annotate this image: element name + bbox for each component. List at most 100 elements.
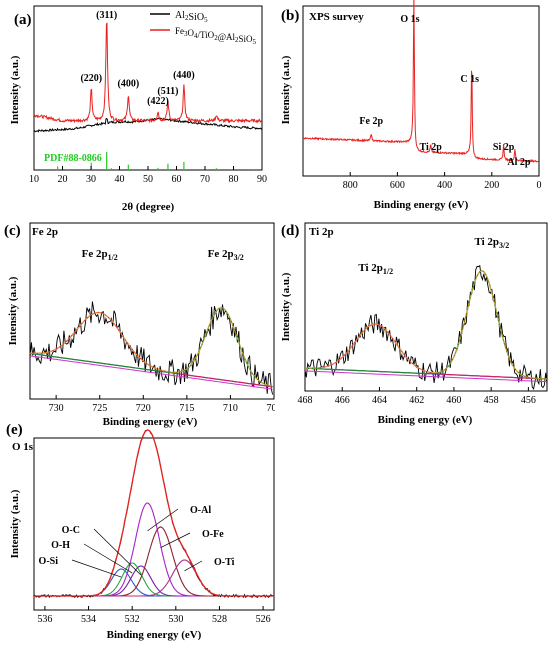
y-axis-label: Intensity (a.u.) [9, 489, 21, 558]
peak-annotation: Fe 2p [359, 116, 383, 127]
component-oal-line [34, 502, 274, 597]
x-tick-label: 715 [179, 403, 194, 414]
plot-frame [302, 5, 540, 177]
plot-frame [33, 5, 263, 171]
reference-label: PDF#88-0866 [44, 153, 102, 164]
x-tick-label: 400 [437, 180, 452, 191]
x-tick-label: 528 [212, 614, 227, 625]
envelope-fit-line [29, 307, 273, 387]
peak-label: (220) [80, 73, 102, 84]
series-line-composite [33, 22, 262, 124]
x-tick-label: 460 [446, 395, 461, 406]
peak-label: (422) [147, 96, 169, 107]
x-tick-label: 20 [58, 174, 68, 185]
panel-fe2p: (c) Fe 2p Fe 2p1/2 Fe 2p3/2 730 725 720 715 71… [0, 215, 282, 430]
fe2p-chart: (c) Fe 2p Fe 2p1/2 Fe 2p3/2 730 725 720 715 71… [4, 222, 282, 428]
x-tick-label: 466 [335, 395, 350, 406]
y-axis-label: Intensity (a.u.) [280, 272, 292, 341]
y-axis-label: Intensity (a.u.) [9, 55, 21, 124]
leader-line [184, 560, 203, 572]
plot-frame [29, 222, 275, 400]
leader-line [160, 532, 191, 549]
panel-label-e: (e) [6, 422, 23, 438]
x-tick-label: 80 [229, 174, 239, 185]
xrd-plot-area: (220) (311) (400) (422)(511) (440) 10 20 30 40 50… [29, 10, 267, 185]
panel-xps-survey: (b) XPS survey O 1s C 1s Fe 2p Ti 2p Si 2p Al… [275, 0, 550, 215]
chart-title: Fe 2p [32, 226, 58, 238]
background-line [304, 370, 548, 383]
panel-label-a: (a) [14, 12, 32, 28]
chart-title: XPS survey [309, 11, 364, 23]
component-label: O-H [51, 540, 70, 551]
ti2p-plot-area: Ti 2p1/2 Ti 2p3/2 468 466 464 462 460 458 456 [298, 236, 548, 406]
component-label: O-Ti [214, 557, 235, 568]
x-tick-label: 464 [372, 395, 387, 406]
panel-o1s: (e) O 1s O-Si O-H O-C O-Al O-Fe O-Ti 536 534 532… [0, 420, 290, 643]
component-peak-line [29, 311, 273, 388]
x-tick-label: 60 [172, 174, 182, 185]
x-tick-label: 530 [168, 614, 183, 625]
xps-survey-plot-area: O 1s C 1s Fe 2p Ti 2p Si 2p Al 2p 800 600 400 200… [302, 0, 542, 191]
x-tick-label: 456 [521, 395, 536, 406]
peak-label: (311) [96, 10, 117, 21]
peak-label: (440) [173, 70, 195, 81]
x-tick-label: 40 [115, 174, 125, 185]
peak-label: (400) [117, 79, 139, 90]
x-axis-label: Binding energy (eV) [103, 416, 198, 428]
envelope-fit-line [34, 429, 274, 597]
component-peak-line [29, 307, 273, 387]
panel-label-d: (d) [281, 223, 299, 239]
x-tick-label: 462 [409, 395, 424, 406]
x-tick-label: 468 [298, 395, 313, 406]
component-oc-line [34, 565, 274, 597]
peak-annotation: Al 2p [507, 157, 530, 168]
component-peak-line [304, 270, 548, 380]
x-tick-label: 10 [29, 174, 39, 185]
x-tick-label: 800 [343, 180, 358, 191]
x-tick-label: 705 [267, 403, 276, 414]
chart-title: O 1s [12, 441, 34, 453]
envelope-fit-line [305, 270, 548, 380]
component-osi-line [34, 568, 274, 597]
x-tick-label: 534 [81, 614, 96, 625]
peak-annotation: C 1s [460, 74, 479, 85]
x-tick-label: 70 [200, 174, 210, 185]
x-axis-label: Binding energy (eV) [374, 199, 469, 211]
x-tick-label: 0 [537, 180, 542, 191]
fe2p-plot-area: Fe 2p1/2 Fe 2p3/2 730 725 720 715 710 705 [29, 248, 282, 414]
peak-label: Fe 2p1/2 [82, 248, 118, 262]
component-label: O-Al [190, 505, 211, 516]
x-tick-label: 710 [223, 403, 238, 414]
o1s-plot-area: O-Si O-H O-C O-Al O-Fe O-Ti 536 534 532 530 528 526 [33, 429, 275, 625]
component-label: O-C [62, 525, 80, 536]
ti2p-chart: (d) Ti 2p Ti 2p1/2 Ti 2p3/2 468 466 464 462 46… [280, 222, 548, 426]
leader-line [93, 528, 142, 576]
chart-title: Ti 2p [309, 226, 334, 238]
peak-label: (511) [157, 86, 178, 97]
peak-annotation: Si 2p [493, 142, 515, 153]
component-label: O-Fe [202, 529, 224, 540]
legend-entry-composite: Fe3O4/TiO2@Al2SiO5 [175, 26, 257, 46]
x-tick-label: 720 [136, 403, 151, 414]
peak-annotation: O 1s [400, 14, 419, 25]
x-tick-label: 458 [484, 395, 499, 406]
xps-survey-chart: (b) XPS survey O 1s C 1s Fe 2p Ti 2p Si 2p Al… [280, 0, 542, 211]
panel-ti2p: (d) Ti 2p Ti 2p1/2 Ti 2p3/2 468 466 464 462 46… [275, 215, 550, 430]
x-axis-label: Binding energy (eV) [378, 414, 473, 426]
x-tick-label: 200 [484, 180, 499, 191]
component-oti-line [34, 559, 274, 597]
x-tick-label: 725 [92, 403, 107, 414]
peak-label: Fe 2p3/2 [208, 248, 244, 262]
panel-xrd: (a) (220) (311) (400) (422) (511) (440) 10 20 30… [0, 0, 275, 215]
o1s-chart: (e) O 1s O-Si O-H O-C O-Al O-Fe O-Ti 536 534 532… [6, 422, 275, 641]
raw-spectrum-line [304, 264, 548, 390]
leader-line [71, 559, 122, 578]
peak-label: Ti 2p1/2 [358, 262, 393, 276]
x-axis-label: 2θ (degree) [122, 201, 175, 213]
raw-spectrum-line [29, 301, 274, 395]
x-tick-label: 90 [257, 174, 267, 185]
panel-label-b: (b) [281, 8, 299, 24]
component-oh-line [34, 562, 274, 597]
component-ofe-line [34, 526, 274, 597]
plot-frame [304, 222, 548, 392]
